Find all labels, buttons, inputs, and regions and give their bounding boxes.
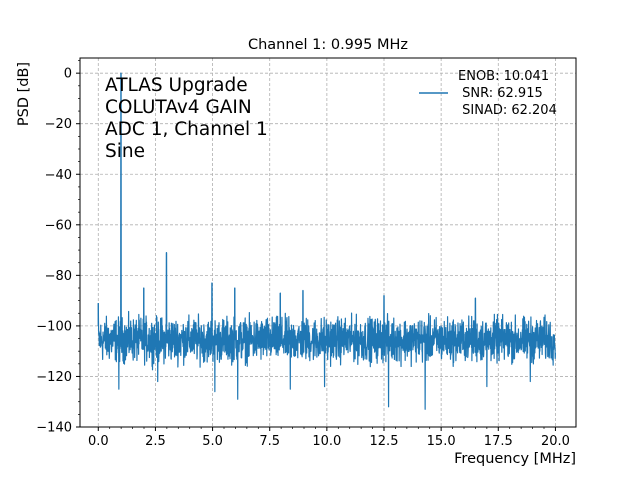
x-axis-ticks: 0.0 2.5 5.0 7.5 10.0 12.5 15.0 17.5 20.0 [88,427,570,449]
y-tick-label: 0 [64,67,72,82]
chart-title: Channel 1: 0.995 MHz [248,37,408,53]
annotation-line-1: ATLAS Upgrade [105,75,248,96]
y-tick-label: −80 [45,269,72,284]
y-tick-label: −40 [45,168,72,183]
y-tick-label: −120 [36,370,72,385]
x-tick-label: 17.5 [484,434,513,449]
series-layer [97,72,557,410]
x-axis-label: Frequency [MHz] [454,451,576,467]
y-axis-label: PSD [dB] [16,62,32,126]
x-tick-label: 5.0 [202,434,223,449]
x-tick-label: 2.5 [145,434,166,449]
annotation-box: ATLAS Upgrade COLUTAv4 GAIN ADC 1, Chann… [105,75,268,162]
x-tick-label: 20.0 [541,434,570,449]
y-tick-label: −140 [36,421,72,436]
x-tick-label: 0.0 [88,434,109,449]
plot-frame [79,57,577,428]
y-tick-label: −60 [45,218,72,233]
legend-entry-line-1: ENOB: 10.041 [458,69,549,84]
y-tick-label: −100 [36,319,72,334]
annotation-line-3: ADC 1, Channel 1 [105,119,268,140]
annotation-line-4: Sine [105,141,145,162]
x-tick-label: 10.0 [312,434,341,449]
x-tick-label: 7.5 [259,434,280,449]
legend: ENOB: 10.041 SNR: 62.915 SINAD: 62.204 [419,69,557,118]
legend-entry-line-3: SINAD: 62.204 [458,103,557,118]
annotation-line-2: COLUTAv4 GAIN [105,97,252,118]
x-tick-label: 12.5 [370,434,399,449]
y-axis-ticks: 0 −20 −40 −60 −80 −100 −120 −140 [36,60,80,436]
y-tick-label: −20 [45,117,72,132]
x-tick-label: 15.0 [427,434,456,449]
legend-entry-line-2: SNR: 62.915 [458,86,543,101]
psd-series-line [97,72,557,410]
